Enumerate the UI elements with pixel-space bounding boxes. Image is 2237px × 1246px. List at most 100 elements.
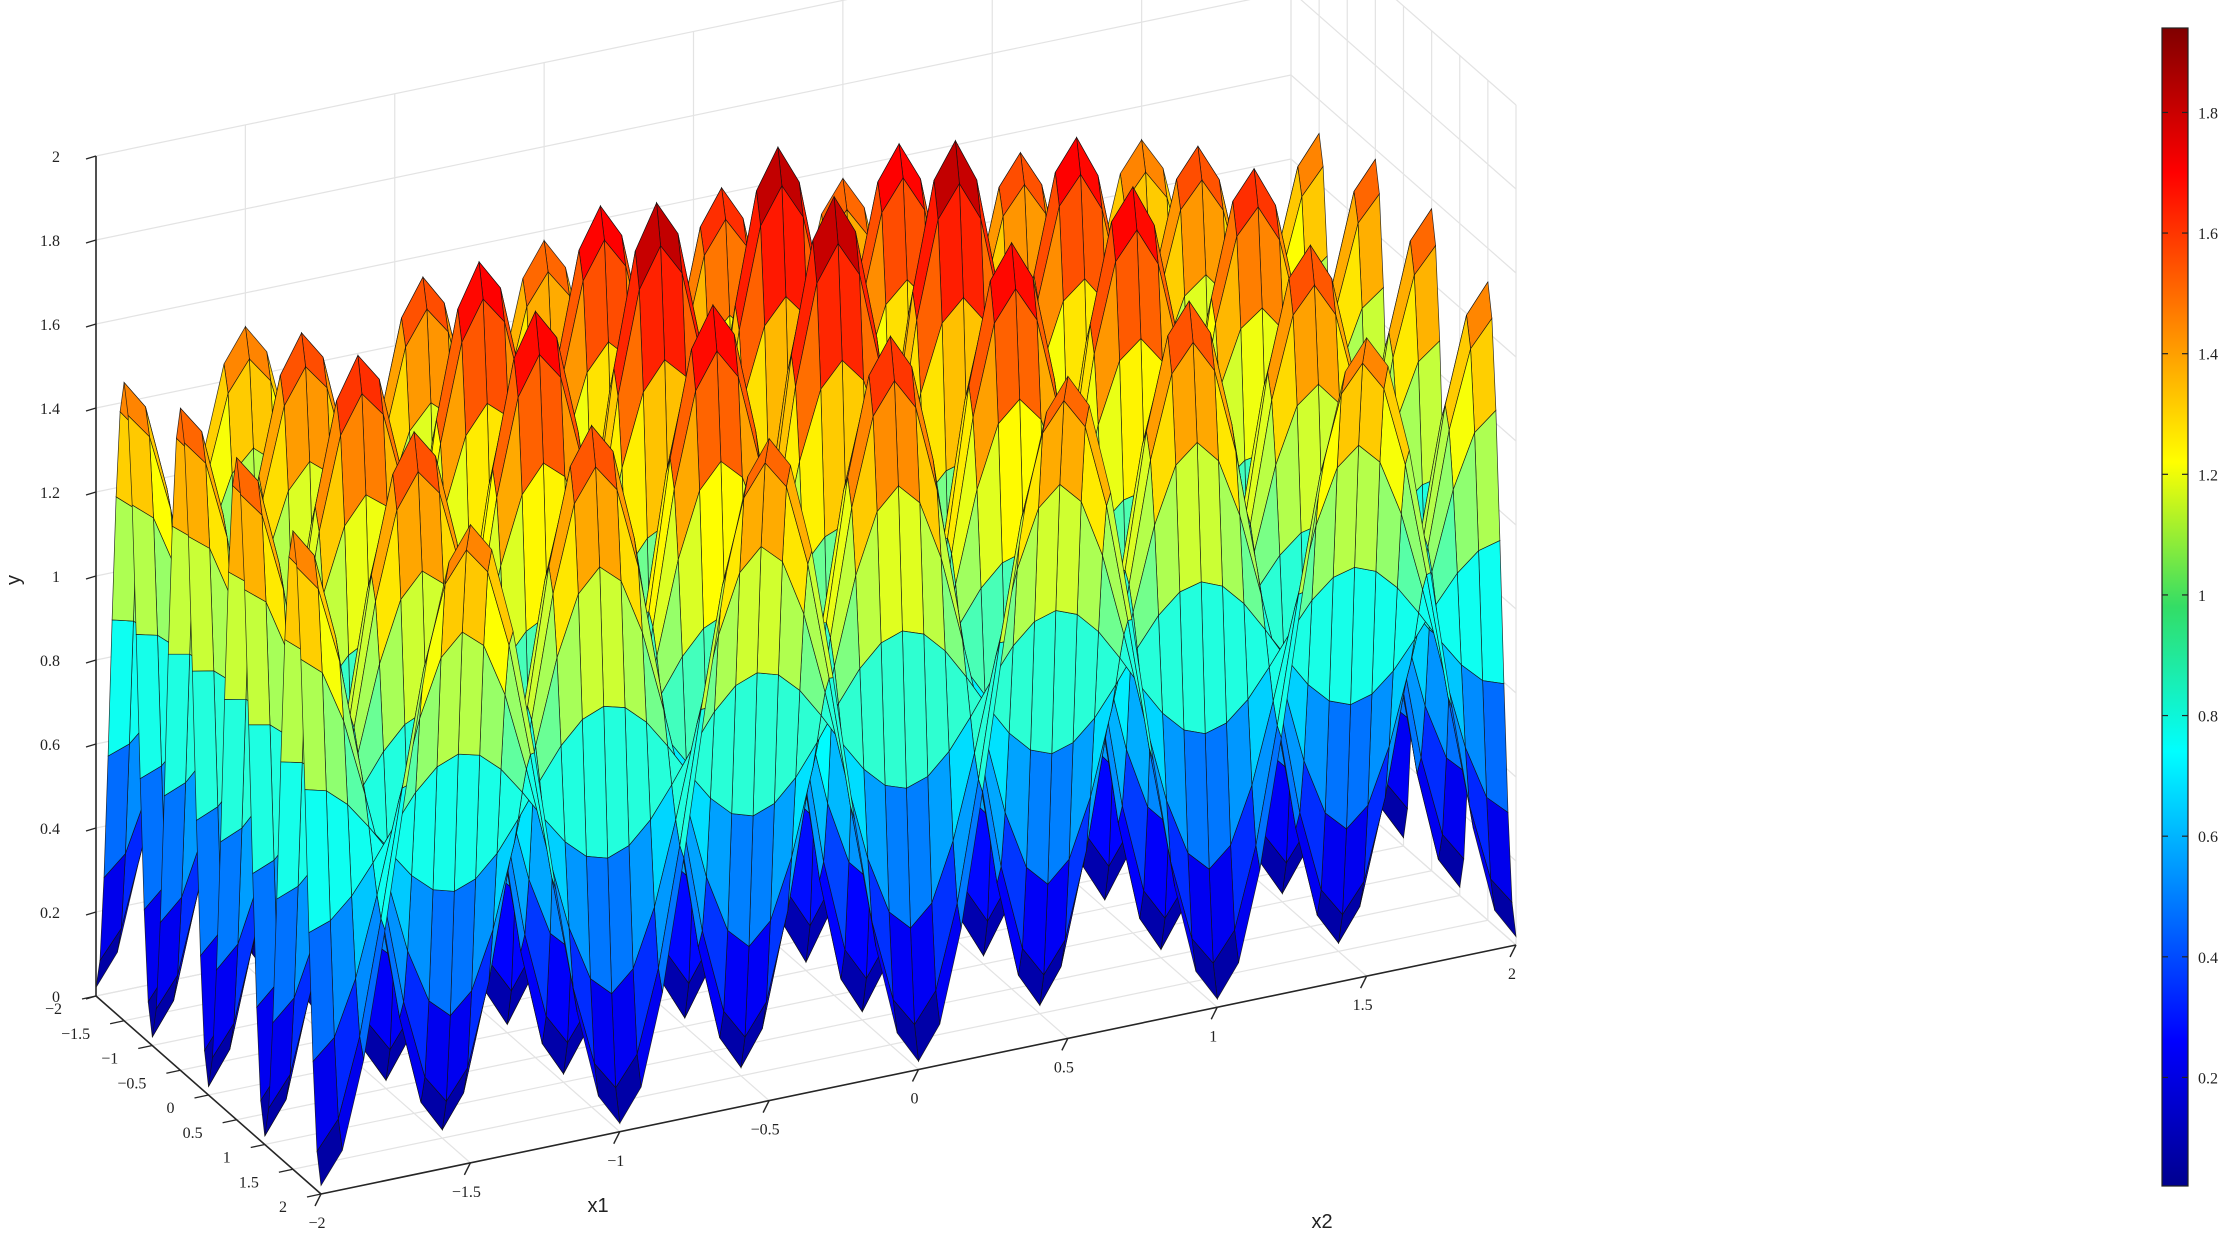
surface-patch: [220, 698, 247, 843]
colorbar-tick-label: 0.8: [2198, 709, 2218, 726]
colorbar-tick-label: 1: [2198, 588, 2206, 605]
z-tick: [85, 911, 97, 916]
surface-patch: [188, 535, 215, 672]
surface-patch: [453, 753, 481, 892]
x2-tick-label: 2: [1508, 966, 1516, 983]
grid-line: [95, 74, 1292, 325]
x1-tick-label: 0.5: [183, 1125, 203, 1142]
z-tick-label: 0.8: [40, 653, 60, 670]
x1-tick: [278, 1168, 294, 1173]
z-tick-label: 0.6: [40, 737, 60, 754]
x1-tick: [306, 1193, 322, 1198]
surface-patch: [1474, 409, 1501, 552]
x1-tick-label: −0.5: [117, 1075, 146, 1092]
surface-patch: [131, 504, 158, 636]
x2-tick-label: −1.5: [452, 1184, 481, 1201]
x1-tick: [166, 1069, 181, 1074]
x2-tick-label: 1.5: [1353, 997, 1373, 1014]
x1-tick-label: 0: [167, 1100, 175, 1117]
colorbar-tick-label: 0.6: [2198, 829, 2218, 846]
colorbar-tick-label: 0.2: [2198, 1070, 2218, 1087]
x2-tick-label: −0.5: [751, 1122, 780, 1139]
surface-patch: [300, 658, 327, 792]
colorbar-tick-label: 1.6: [2198, 226, 2218, 243]
surface-patch: [577, 566, 605, 721]
x1-tick: [250, 1143, 265, 1149]
grid-line: [1300, 0, 1517, 190]
surface-patch: [304, 789, 331, 934]
x2-tick-label: 1: [1209, 1028, 1217, 1045]
surface-patch: [1051, 610, 1078, 755]
z-tick-label: 1: [52, 569, 60, 586]
surface-patch: [756, 545, 783, 676]
z-tick: [85, 659, 97, 664]
surface-patch: [457, 631, 485, 756]
surface-patch: [752, 672, 779, 817]
z-tick: [85, 575, 97, 580]
z-tick-label: 0.4: [40, 821, 60, 838]
z-tick-label: 1.4: [40, 401, 60, 418]
z-tick: [85, 491, 97, 496]
surface-patch: [906, 775, 933, 930]
surface-patch: [1026, 749, 1053, 885]
surface-patch: [923, 633, 950, 778]
surface-patch: [876, 484, 903, 644]
surface-patch: [308, 920, 335, 1063]
z-tick: [85, 155, 97, 160]
surface-patch: [902, 630, 929, 789]
surface-patch: [1204, 722, 1231, 871]
colorbar-tick-label: 0.4: [2198, 950, 2218, 967]
x2-tick-label: 0.5: [1054, 1059, 1074, 1076]
z-tick-label: 1.8: [40, 233, 60, 250]
surface-patch: [1354, 444, 1381, 572]
surface-patch: [1222, 585, 1249, 724]
x2-tick-label: 0: [911, 1091, 919, 1108]
x1-tick-label: −1.5: [61, 1026, 90, 1043]
z-tick: [85, 827, 97, 832]
surface-patch: [1350, 566, 1377, 706]
surface-patch: [599, 566, 626, 708]
surface-patch: [727, 813, 754, 948]
colorbar-tick-label: 1.2: [2198, 467, 2218, 484]
z-tick-label: 2: [52, 149, 60, 166]
x2-tick-label: −2: [308, 1215, 325, 1232]
grid-line: [95, 0, 1251, 241]
surface-patch: [244, 589, 271, 726]
surface-patch: [192, 670, 219, 822]
surface-patch: [607, 844, 634, 995]
x1-tick-label: 1: [223, 1150, 231, 1167]
z-tick: [85, 407, 97, 412]
colorbar-tick-label: 1.4: [2198, 347, 2218, 364]
surface-patch: [163, 653, 191, 797]
x1-axis-label: x1: [587, 1195, 608, 1217]
x1-tick: [222, 1119, 237, 1124]
surface-mesh: [95, 132, 1517, 1187]
surface-patch: [276, 761, 303, 900]
surface-patch: [248, 724, 275, 875]
x1-tick-label: −2: [45, 1001, 62, 1018]
surface-patch: [1200, 581, 1227, 735]
grid-line: [1290, 74, 1517, 274]
surface-patch: [603, 706, 630, 859]
grid-line: [95, 0, 848, 157]
grid-line: [1395, 0, 1517, 106]
z-axis-label: y: [3, 575, 25, 585]
surface-patch: [1175, 441, 1202, 593]
surface-patch: [107, 619, 134, 757]
surface-patch: [1478, 540, 1505, 685]
z-tick-label: 0.2: [40, 905, 60, 922]
surface-patch: [1324, 700, 1351, 830]
z-tick: [85, 239, 97, 244]
x1-tick: [109, 1020, 125, 1025]
colorbar-gradient: [2161, 27, 2189, 1187]
x1-tick-label: −1: [101, 1051, 118, 1068]
surface-patch: [135, 634, 162, 780]
z-tick-label: 1.2: [40, 485, 60, 502]
x1-tick: [194, 1094, 209, 1099]
z-tick: [85, 743, 97, 748]
x1-tick-label: 2: [279, 1199, 287, 1216]
colorbar: 0.2 0.4 0.6 0.8 1 1.2 1.4 1.6 1.8: [2161, 27, 2218, 1187]
surface-patch: [880, 630, 907, 789]
z-tick-label: 1.6: [40, 317, 60, 334]
